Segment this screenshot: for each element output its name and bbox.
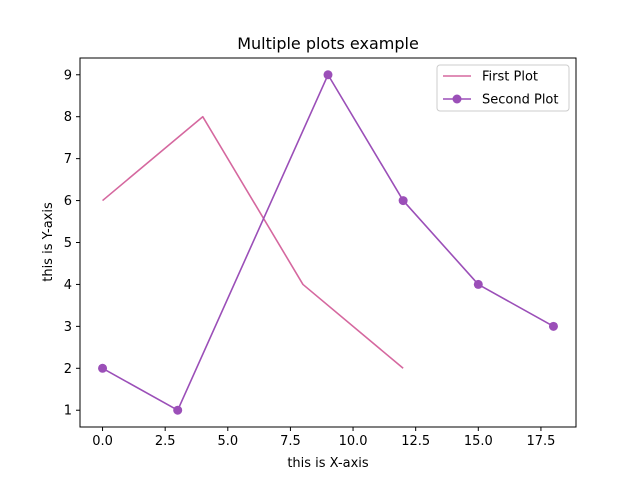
x-tick-label: 5.0 xyxy=(217,434,238,449)
series-1 xyxy=(102,115,404,369)
data-point xyxy=(398,196,408,206)
y-tick-label: 9 xyxy=(64,68,72,83)
x-tick-label: 2.5 xyxy=(155,434,176,449)
y-axis-label: this is Y-axis xyxy=(41,202,56,282)
series-line xyxy=(102,115,404,369)
data-point xyxy=(548,321,558,331)
legend-label: Second Plot xyxy=(482,93,558,108)
x-tick-label: 15.0 xyxy=(464,434,493,449)
legend-item: First Plot xyxy=(443,70,538,85)
y-tick-label: 2 xyxy=(64,362,72,377)
series-layer xyxy=(98,70,558,415)
series-2 xyxy=(98,70,558,415)
data-point xyxy=(98,363,108,373)
x-axis: 0.0 2.5 5.0 7.5 10.0 12.5 15.0 17.5 xyxy=(92,427,555,449)
y-tick-label: 7 xyxy=(64,152,72,167)
y-tick-label: 8 xyxy=(64,110,72,125)
x-tick-label: 17.5 xyxy=(526,434,555,449)
y-tick-label: 1 xyxy=(64,404,72,419)
data-point xyxy=(173,405,183,415)
legend-label: First Plot xyxy=(482,70,538,85)
x-tick-label: 12.5 xyxy=(401,434,430,449)
data-point xyxy=(473,279,483,289)
series-line xyxy=(102,73,554,412)
plot-area xyxy=(79,57,577,428)
y-tick-label: 6 xyxy=(64,194,72,209)
y-tick-label: 3 xyxy=(64,320,72,335)
legend-marker xyxy=(452,94,462,104)
x-tick-label: 7.5 xyxy=(280,434,301,449)
y-tick-label: 5 xyxy=(64,236,72,251)
x-tick-label: 0.0 xyxy=(92,434,113,449)
x-axis-label: this is X-axis xyxy=(287,456,369,471)
y-axis: 1 2 3 4 5 6 7 8 9 xyxy=(64,68,80,419)
y-tick-label: 4 xyxy=(64,278,72,293)
chart-title: Multiple plots example xyxy=(237,34,419,53)
x-tick-label: 10.0 xyxy=(339,434,368,449)
legend-item: Second Plot xyxy=(443,93,558,108)
data-point xyxy=(323,70,333,80)
plot-frame xyxy=(79,57,577,428)
legend: First Plot Second Plot xyxy=(436,64,570,112)
